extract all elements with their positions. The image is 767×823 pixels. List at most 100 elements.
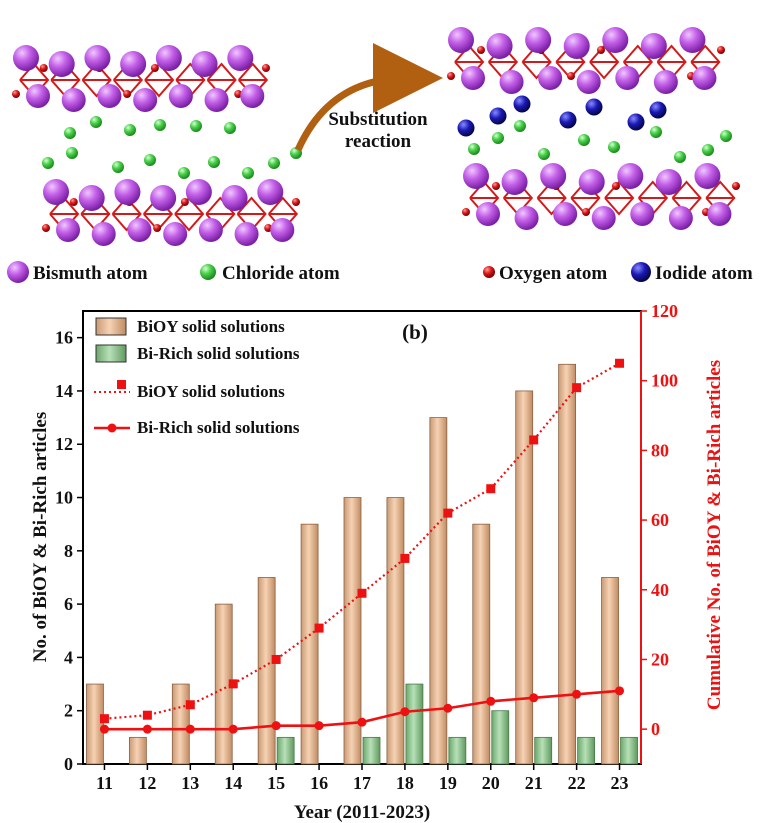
x-tick-label: 23 [611,773,629,793]
legend-swatch-biooy-bar [95,317,127,336]
point-birich-22 [572,689,582,699]
bismuth-atom [553,202,578,226]
bar-biooy-23 [601,577,619,765]
bismuth-atom [563,33,590,59]
bismuth-atom [640,33,667,59]
oxygen-atom [12,90,20,98]
bismuth-atom [602,27,629,53]
bismuth-atom [615,66,640,90]
legend-label-biooy-line: BiOY solid solutions [137,382,285,401]
iodide-atom [513,95,531,113]
chloride-atom [468,143,480,155]
x-tick-label: 18 [396,773,414,793]
oxygen-atom [732,182,740,190]
y-axis-label: No. of BiOY & Bi-Rich articles [30,412,51,662]
oxygen-atom [292,198,300,206]
bar-birich-21 [534,736,553,765]
bismuth-atom [525,27,552,53]
point-biooy-16 [314,623,324,633]
point-birich-14 [228,724,238,734]
point-birich-17 [357,717,367,727]
x-tick-label: 17 [353,773,371,793]
chloride-atom [514,120,526,132]
oxygen-atom [597,46,605,54]
y2-tick-label: 40 [651,580,669,600]
chloride-atom [608,141,620,153]
bismuth-atom [240,84,265,108]
bismuth-atom [227,45,254,71]
y-tick-label: 8 [64,541,73,561]
point-biooy-20 [486,484,496,494]
bismuth-atom [591,206,616,230]
y2-axis-ticks: 0 20 40 60 80 100 120 [641,301,678,739]
interlayer-ions-right [457,95,732,163]
bismuth-atom [576,70,601,94]
point-biooy-19 [443,508,453,518]
oxygen-atom [264,224,273,232]
point-birich-23 [615,686,625,696]
bismuth-atom [56,218,80,242]
point-biooy-21 [529,435,539,445]
y2-tick-label: 0 [651,719,660,739]
legend-bismuth-label: Bismuth atom [33,263,148,284]
bismuth-atom [257,179,284,205]
bismuth-atom [694,163,721,189]
oxygen-atom [492,182,500,190]
crystal-layer-right-top [447,27,725,94]
y-axis-ticks: 0 2 4 6 8 10 12 14 16 [55,328,83,774]
bar-biooy-16 [300,523,319,765]
legend-label-birich-line: Bi-Rich solid solutions [137,418,300,437]
point-biooy-15 [271,654,281,664]
oxygen-atom [42,224,50,232]
bismuth-atom [133,88,158,112]
bismuth-atom [120,51,147,77]
point-biooy-17 [357,588,367,598]
point-birich-11 [99,724,109,734]
oxygen-atom [462,208,470,216]
point-biooy-18 [400,553,410,563]
x-tick-label: 11 [96,773,113,793]
bar-biooy-21 [515,390,534,765]
bar-biooy-18 [386,497,405,765]
bismuth-atom [155,45,182,71]
chloride-atom [124,124,136,136]
bar-birich-17 [362,736,381,765]
x-axis-label: Year (2011-2023) [294,802,430,823]
point-biooy-12 [142,710,152,720]
point-biooy-22 [572,383,582,393]
oxygen-atom [612,182,620,190]
line-biooy-path [104,362,621,720]
chloride-atom [178,167,190,179]
y-tick-label: 2 [64,701,73,721]
bismuth-atom [163,222,188,246]
bismuth-atom [198,218,223,242]
panel-b-label: (b) [402,320,428,344]
oxygen-atom [234,90,243,98]
chloride-atom [112,161,124,173]
legend-label-biooy-bar: BiOY solid solutions [137,317,285,336]
y-tick-label: 12 [55,434,73,454]
bar-biooy-15 [257,577,276,765]
y-tick-label: 10 [55,488,73,508]
interlayer-ions-left [42,116,302,179]
bismuth-atom [655,169,682,195]
point-birich-19 [443,703,453,713]
y-tick-label: 14 [55,381,73,401]
bismuth-atom [538,66,563,90]
crystal-layer-left-bottom [42,179,300,246]
oxygen-atom [477,46,485,54]
bismuth-atom [501,169,528,195]
y-tick-label: 16 [55,328,73,348]
iodide-atom [585,98,603,116]
chloride-atom [224,122,236,134]
bismuth-atom [707,202,732,226]
x-tick-label: 13 [181,773,199,793]
bismuth-atom [61,88,86,112]
oxygen-atom [582,208,590,216]
bismuth-atom [630,202,655,226]
oxygen-atom [150,64,159,72]
iodide-atom [559,111,577,129]
y-tick-label: 0 [64,754,73,774]
bar-biooy-13 [171,683,190,765]
oxygen-atom-icon [483,266,495,278]
